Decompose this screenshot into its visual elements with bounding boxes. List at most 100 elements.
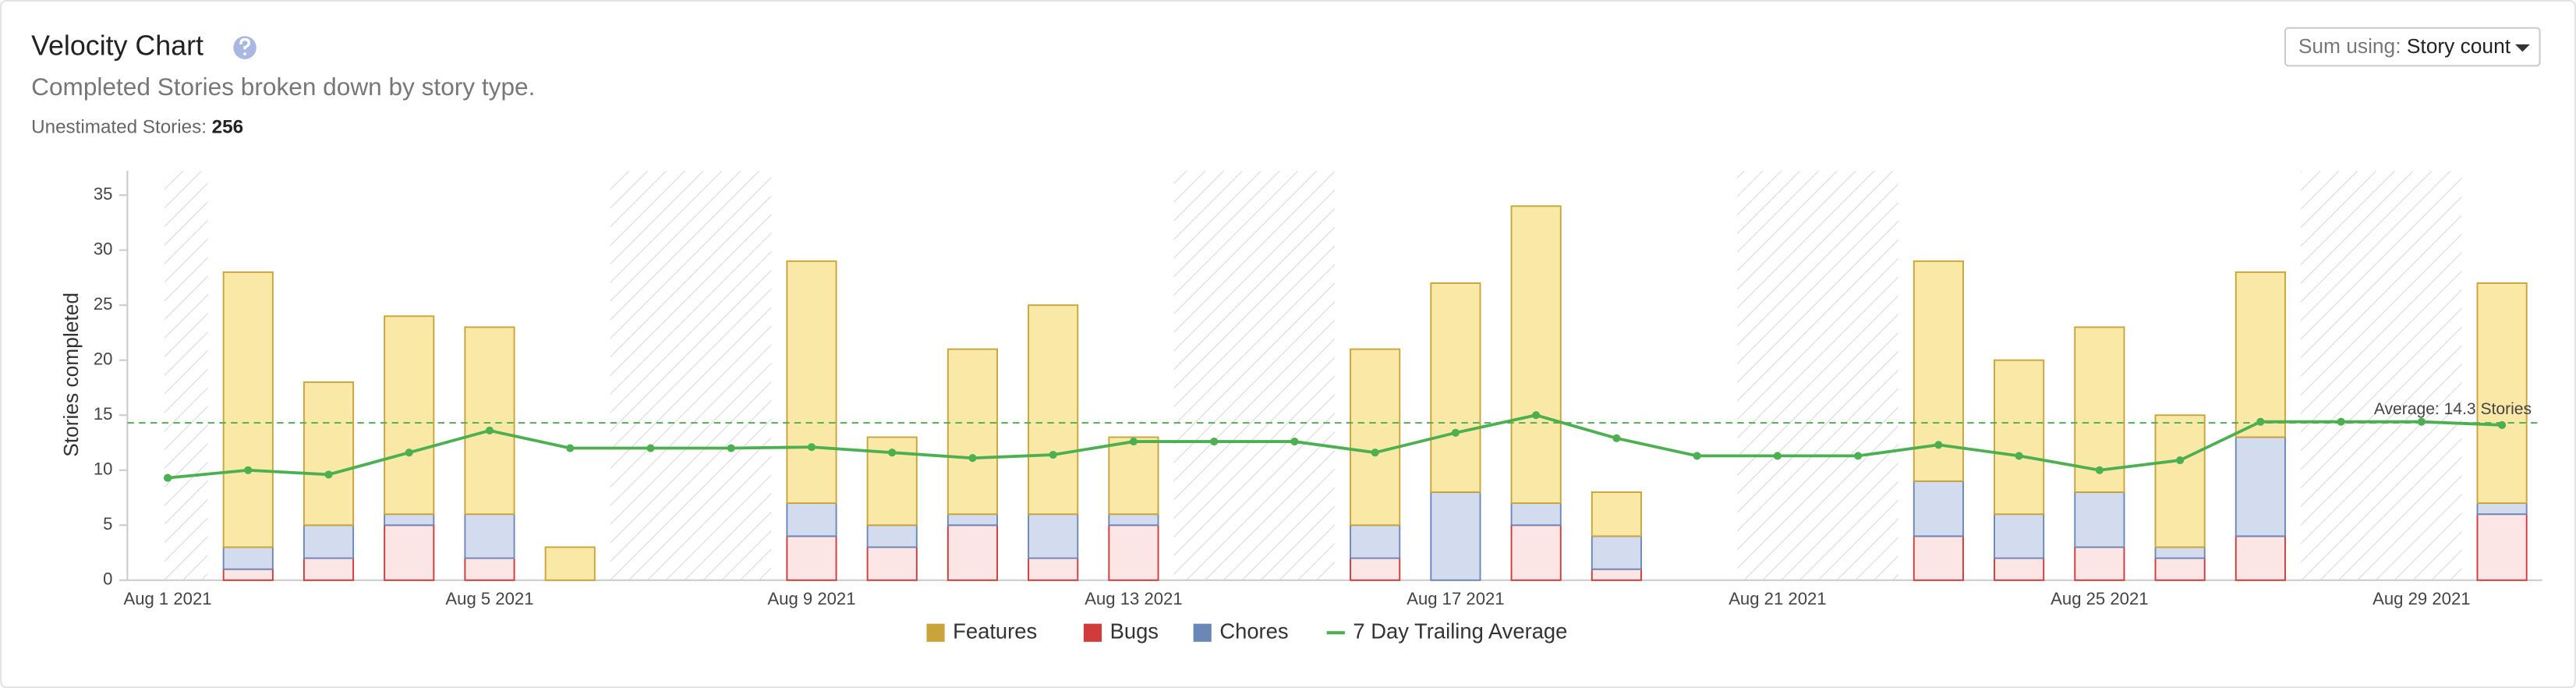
trend-point [727,444,735,452]
x-tick-label: Aug 1 2021 [123,589,211,608]
trend-point [163,473,172,482]
bar-segment [1108,524,1159,581]
legend-swatch [1193,623,1212,642]
trend-point [2176,456,2185,465]
y-tick-label: 0 [103,569,112,589]
bar-segment [866,524,918,548]
trend-point [1612,434,1621,442]
trend-point [1532,411,1541,420]
x-tick-label: Aug 5 2021 [445,589,533,608]
weekend-shade [1173,171,1336,580]
bar-segment [464,557,515,581]
trend-point [807,443,816,452]
bar-segment [222,271,274,548]
trend-point [244,466,253,474]
bar-segment [222,546,274,570]
weekend-shade [2300,171,2462,580]
x-tick-label: Aug 9 2021 [767,589,855,608]
bar-segment [1350,524,1401,559]
bar-segment [2476,513,2528,581]
unestimated-value: 256 [212,117,243,138]
sum-dropdown[interactable]: Sum using: Story count [2284,27,2541,67]
y-axis-label: Stories completed [59,293,83,457]
bar-segment [2476,282,2528,505]
bar-segment [1913,480,1964,537]
bar-segment [2074,546,2125,581]
y-tick-label: 15 [94,404,113,424]
bar-segment [1591,491,1642,537]
bar-segment [384,513,435,527]
bar-segment [1108,436,1159,516]
trend-point [485,426,494,435]
x-tick-label: Aug 21 2021 [1729,589,1826,608]
legend: Features Bugs Chores 7 Day Trailing Average [926,619,1567,643]
bar-segment [303,524,355,559]
weekend-shade [1737,171,1898,580]
trend-point [2256,417,2265,426]
trend-line [167,413,2503,480]
bar-segment [2074,326,2125,493]
bar-segment [1994,359,2045,516]
help-icon[interactable] [233,36,257,59]
y-tick-label: 30 [94,239,113,259]
bar-segment [2235,436,2286,537]
bar-segment [1510,502,1562,527]
trend-point [2095,466,2104,474]
bar-segment [1994,557,2045,581]
trend-point [1290,438,1299,446]
trend-point [405,449,413,457]
bar-segment [1028,304,1079,516]
bar-segment [1350,557,1401,581]
unestimated: Unestimated Stories: 256 [31,117,243,138]
bar-segment [786,502,837,537]
trend-point [888,449,897,457]
y-tick-label: 35 [94,184,113,204]
bar-segment [786,535,837,581]
unestimated-label: Unestimated Stories: [31,117,207,138]
trend-point [1693,452,1701,460]
trend-point [1773,452,1782,460]
bar-segment [303,381,355,527]
trend-point [1210,438,1219,446]
legend-swatch [1083,623,1102,642]
bar-segment [866,546,918,581]
bar-segment [1430,491,1481,581]
y-tick-label: 10 [94,459,113,479]
trend-point [968,454,977,463]
trend-point [2417,417,2426,426]
bar-segment [947,513,999,527]
bar-segment [1108,513,1159,527]
bar-segment [2235,271,2286,438]
trend-point [2015,452,2023,460]
bar-segment [1028,513,1079,559]
trend-point [1854,452,1863,460]
bar-segment [1028,557,1079,581]
y-tick-label: 25 [94,294,113,314]
bar-segment [544,546,596,581]
x-tick-label: Aug 25 2021 [2051,589,2148,608]
bar-segment [1994,513,2045,559]
average-label: Average: 14.3 Stories [2374,400,2532,418]
bar-segment [786,260,837,505]
bar-segment [1510,524,1562,581]
bar-segment [1591,568,1642,581]
bar-segment [947,348,999,516]
bar-segment [464,326,515,516]
trend-point [1934,441,1943,449]
bar-segment [947,524,999,581]
title: Velocity Chart [31,30,203,62]
bar-segment [2154,557,2206,581]
legend-label: 7 Day Trailing Average [1353,619,1567,643]
bar-segment [2074,491,2125,548]
y-tick-label: 20 [94,349,113,369]
bar-segment [222,568,274,581]
weekend-shade [164,171,208,580]
trend-point [2337,417,2345,426]
y-tick-label: 5 [103,514,112,534]
trend-point [1371,449,1379,457]
bar-segment [1430,282,1481,493]
bar-segment [384,315,435,516]
trend-point [1049,450,1057,459]
